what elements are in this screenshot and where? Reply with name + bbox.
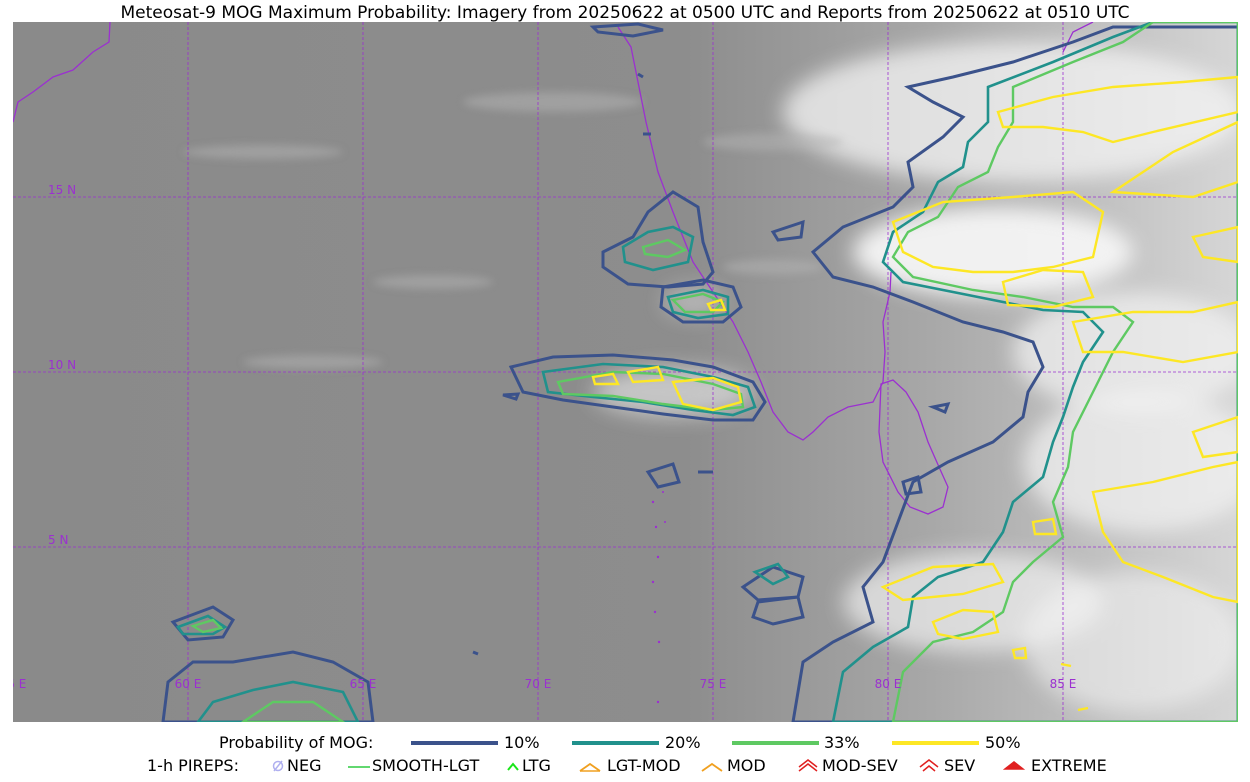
neg-icon — [272, 760, 284, 772]
lon-labels: 55 E 60 E 65 E 70 E 75 E 80 E 85 E — [13, 677, 1076, 691]
lat-label-15n: 15 N — [48, 183, 76, 197]
legend-swatch-50 — [892, 741, 979, 745]
mod-sev-icon — [798, 759, 818, 772]
legend-label-50: 50% — [985, 733, 1021, 752]
thin-cloud-streaks — [183, 92, 843, 369]
legend-swatch-33 — [732, 741, 819, 745]
legend-label-10: 10% — [504, 733, 540, 752]
pireps-legend-label: 1-h PIREPS: — [147, 756, 239, 775]
lon-label-85e: 85 E — [1050, 677, 1077, 691]
contours-50pct — [591, 75, 1238, 712]
pirep-label-lgt-mod: LGT-MOD — [607, 756, 681, 775]
lon-label-55e: 55 E — [13, 677, 26, 691]
lon-label-70e: 70 E — [525, 677, 552, 691]
smooth-lgt-icon — [348, 766, 370, 768]
extreme-icon — [1003, 761, 1025, 770]
legend-label-20: 20% — [665, 733, 701, 752]
islands — [651, 491, 666, 704]
legend-swatch-10 — [411, 741, 498, 745]
ltg-icon — [507, 762, 519, 771]
sev-icon — [919, 759, 939, 772]
lat-labels: 15 N 10 N 5 N — [48, 183, 76, 547]
lat-label-10n: 10 N — [48, 358, 76, 372]
pirep-label-sev: SEV — [944, 756, 976, 775]
pirep-label-mod-sev: MOD-SEV — [822, 756, 898, 775]
pirep-label-smooth-lgt: SMOOTH-LGT — [372, 756, 480, 775]
chart-title: Meteosat-9 MOG Maximum Probability: Imag… — [120, 3, 1130, 23]
graticule — [13, 22, 1238, 722]
pirep-label-extreme: EXTREME — [1031, 756, 1107, 775]
lat-label-5n: 5 N — [48, 533, 68, 547]
contours-10pct — [161, 22, 1238, 722]
lon-label-60e: 60 E — [175, 677, 202, 691]
lon-label-75e: 75 E — [700, 677, 727, 691]
probability-legend-label: Probability of MOG: — [219, 733, 374, 752]
contours-20pct — [175, 22, 1238, 722]
mod-icon — [701, 762, 723, 772]
lon-label-65e: 65 E — [350, 677, 377, 691]
lgt-mod-icon — [579, 762, 601, 772]
pirep-label-neg: NEG — [287, 756, 322, 775]
lon-label-80e: 80 E — [875, 677, 902, 691]
legend-swatch-20 — [572, 741, 659, 745]
satellite-map: 15 N 10 N 5 N 55 E 60 E 65 E 70 E 75 E 8… — [13, 22, 1238, 722]
legend-label-33: 33% — [824, 733, 860, 752]
pirep-label-ltg: LTG — [522, 756, 551, 775]
pirep-label-mod: MOD — [727, 756, 766, 775]
contours-33pct — [190, 22, 1238, 722]
